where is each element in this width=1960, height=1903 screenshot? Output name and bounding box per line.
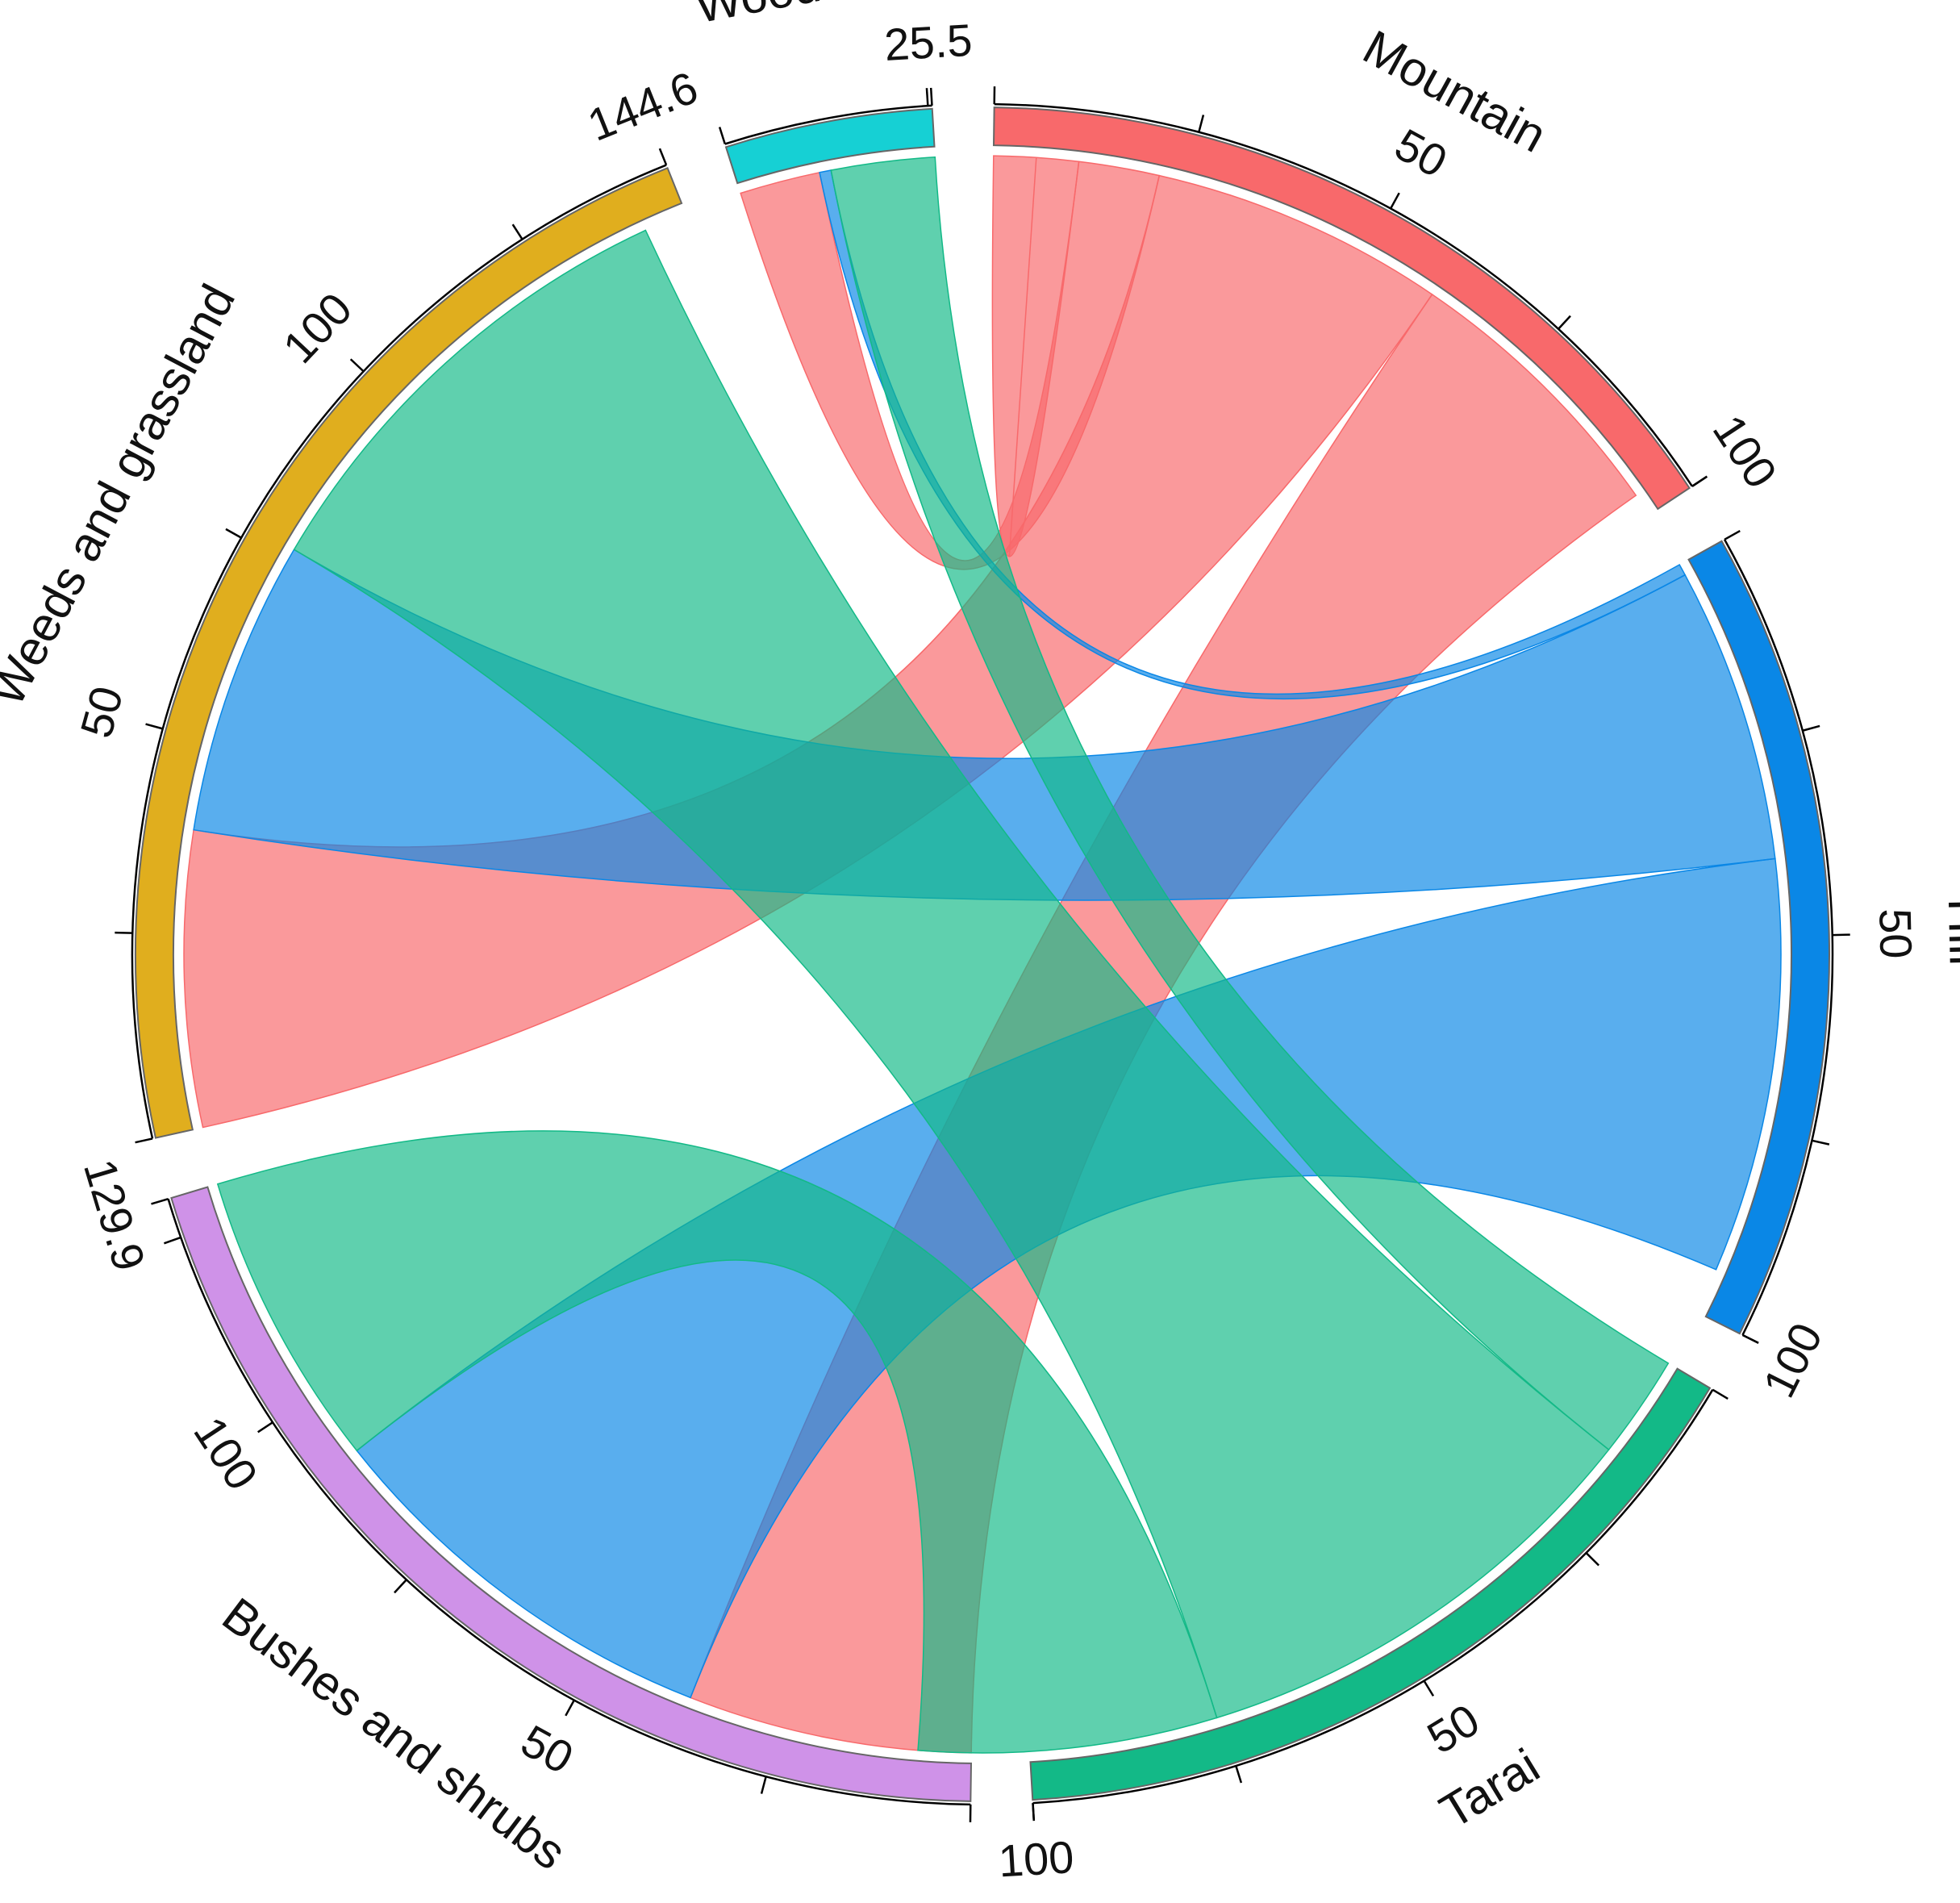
tick-label-weeds-and-grassland: 50 — [70, 681, 132, 743]
tick-label-bushes-and-shrubs: 129.9 — [74, 1154, 156, 1276]
tick-mark — [351, 359, 364, 371]
tick-mark — [1391, 193, 1399, 208]
tick-mark-end — [1033, 1803, 1034, 1821]
tick-mark — [513, 224, 523, 239]
tick-mark — [226, 529, 241, 538]
tick-mark — [927, 88, 928, 106]
tick-mark — [258, 1422, 273, 1432]
tick-mark — [1812, 1141, 1829, 1145]
tick-mark-end — [660, 148, 666, 165]
tick-mark — [136, 1138, 152, 1142]
tick-mark — [1424, 1681, 1433, 1696]
tick-label-tarai: 100 — [997, 1831, 1075, 1886]
tick-label-bushes-and-shrubs: 50 — [513, 1715, 582, 1784]
tick-mark-end — [1742, 1335, 1758, 1343]
tick-label-mountain: 50 — [1387, 119, 1456, 187]
tick-mark — [164, 1237, 181, 1243]
tick-label-weeds-and-grassland: 100 — [273, 283, 361, 373]
tick-mark — [719, 127, 725, 144]
sector-label-mountain: Mountain — [1354, 20, 1555, 163]
tick-mark-end — [151, 1199, 168, 1204]
tick-mark — [146, 724, 163, 729]
tick-label-hill: 100 — [1753, 1315, 1832, 1405]
tick-mark — [1712, 1390, 1728, 1399]
tick-mark — [1724, 531, 1740, 540]
tick-label-tarai: 50 — [1419, 1694, 1488, 1763]
tick-mark-end — [1692, 477, 1707, 486]
tick-mark — [1236, 1766, 1241, 1783]
tick-mark — [565, 1701, 574, 1716]
tick-mark — [1587, 1553, 1599, 1565]
sector-label-woodland: Woodland — [691, 0, 915, 33]
tick-mark — [394, 1580, 407, 1592]
ribbons — [184, 156, 1781, 1753]
tick-label-hill: 50 — [1870, 908, 1921, 959]
tick-label-woodland: 25.5 — [883, 15, 974, 70]
tick-label-weeds-and-grassland: 144.6 — [581, 61, 705, 151]
tick-label-mountain: 100 — [1704, 406, 1787, 497]
tick-mark — [1803, 726, 1820, 731]
tick-mark-end — [931, 88, 932, 106]
tick-mark — [761, 1776, 766, 1793]
sector-label-hill: Hill — [1938, 898, 1960, 966]
tick-mark — [1558, 316, 1570, 329]
tick-mark — [1199, 115, 1203, 131]
tick-label-bushes-and-shrubs: 100 — [184, 1408, 268, 1499]
